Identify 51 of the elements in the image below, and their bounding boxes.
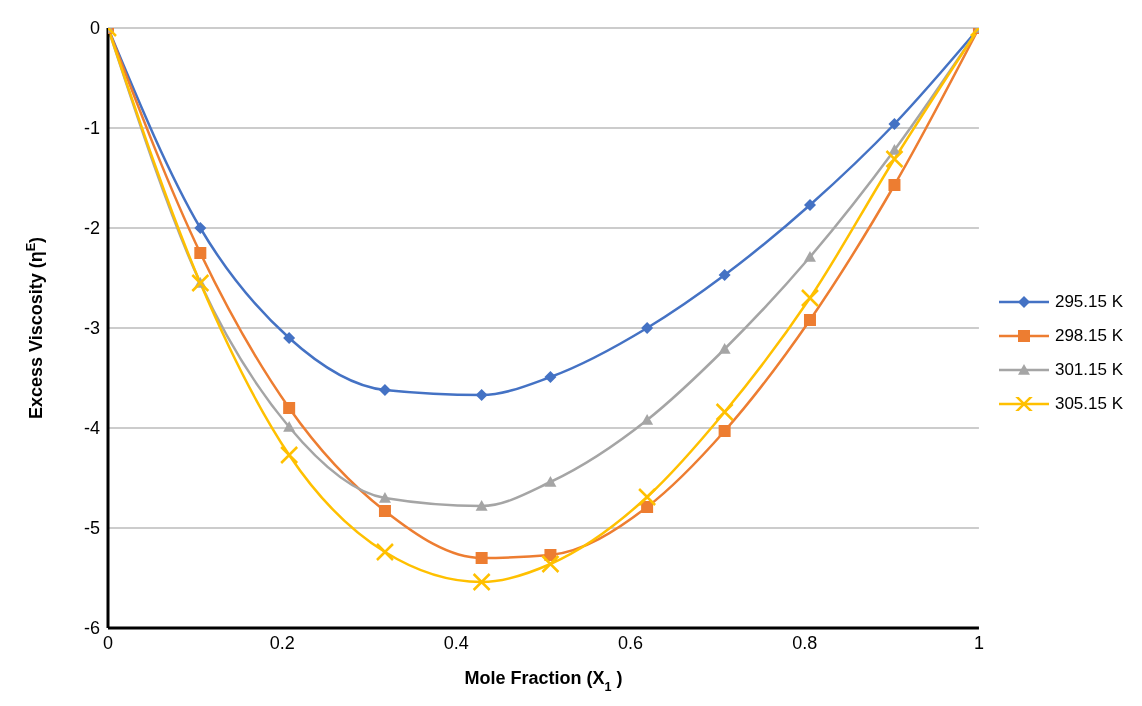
point [803, 314, 816, 326]
point [283, 421, 296, 432]
point [718, 425, 731, 437]
x-tick-label: 0 [102, 632, 114, 653]
point [544, 476, 557, 487]
point [279, 445, 299, 465]
point [641, 414, 654, 425]
y-tick-label: -1 [83, 118, 100, 139]
legend-label: 301.15 K [1054, 360, 1123, 380]
y-tick-label: -2 [83, 218, 100, 239]
point [803, 251, 816, 262]
y-tick-label: -6 [83, 618, 100, 639]
x-tick-label: 0.6 [618, 632, 644, 653]
x-tick-label: 1 [973, 632, 984, 653]
legend-label: 298.15 K [1054, 326, 1123, 346]
point [885, 149, 904, 169]
point [718, 343, 731, 354]
point [194, 222, 207, 234]
point [472, 572, 491, 592]
x-axis-title: Mole Fraction (X$_{1}$ ) [464, 668, 623, 694]
point [283, 332, 296, 344]
point [194, 247, 207, 259]
legend-label: 305.15 K [1054, 394, 1123, 414]
point [800, 288, 820, 308]
y-tick-label: 0 [89, 18, 100, 39]
point [641, 322, 654, 334]
y-tick-label: -5 [83, 518, 100, 539]
point [375, 542, 395, 562]
point [475, 389, 488, 401]
point [283, 402, 296, 414]
point [541, 554, 560, 574]
point [641, 501, 654, 513]
y-tick-label: -4 [83, 418, 100, 439]
legend-label: 295.15 K [1054, 292, 1123, 312]
point [378, 384, 391, 396]
point [544, 371, 557, 383]
x-tick-label: 0.4 [443, 632, 469, 653]
point [888, 118, 901, 130]
point [803, 199, 816, 211]
point [475, 500, 488, 511]
point [475, 552, 488, 564]
point [718, 269, 731, 281]
x-tick-label: 0.2 [269, 632, 295, 653]
y-tick-label: -3 [83, 318, 100, 339]
point [888, 179, 901, 191]
point [191, 273, 210, 293]
point [715, 402, 734, 422]
point [637, 487, 657, 507]
x-tick-label: 0.8 [792, 632, 818, 653]
point [378, 492, 391, 503]
point [378, 505, 391, 517]
